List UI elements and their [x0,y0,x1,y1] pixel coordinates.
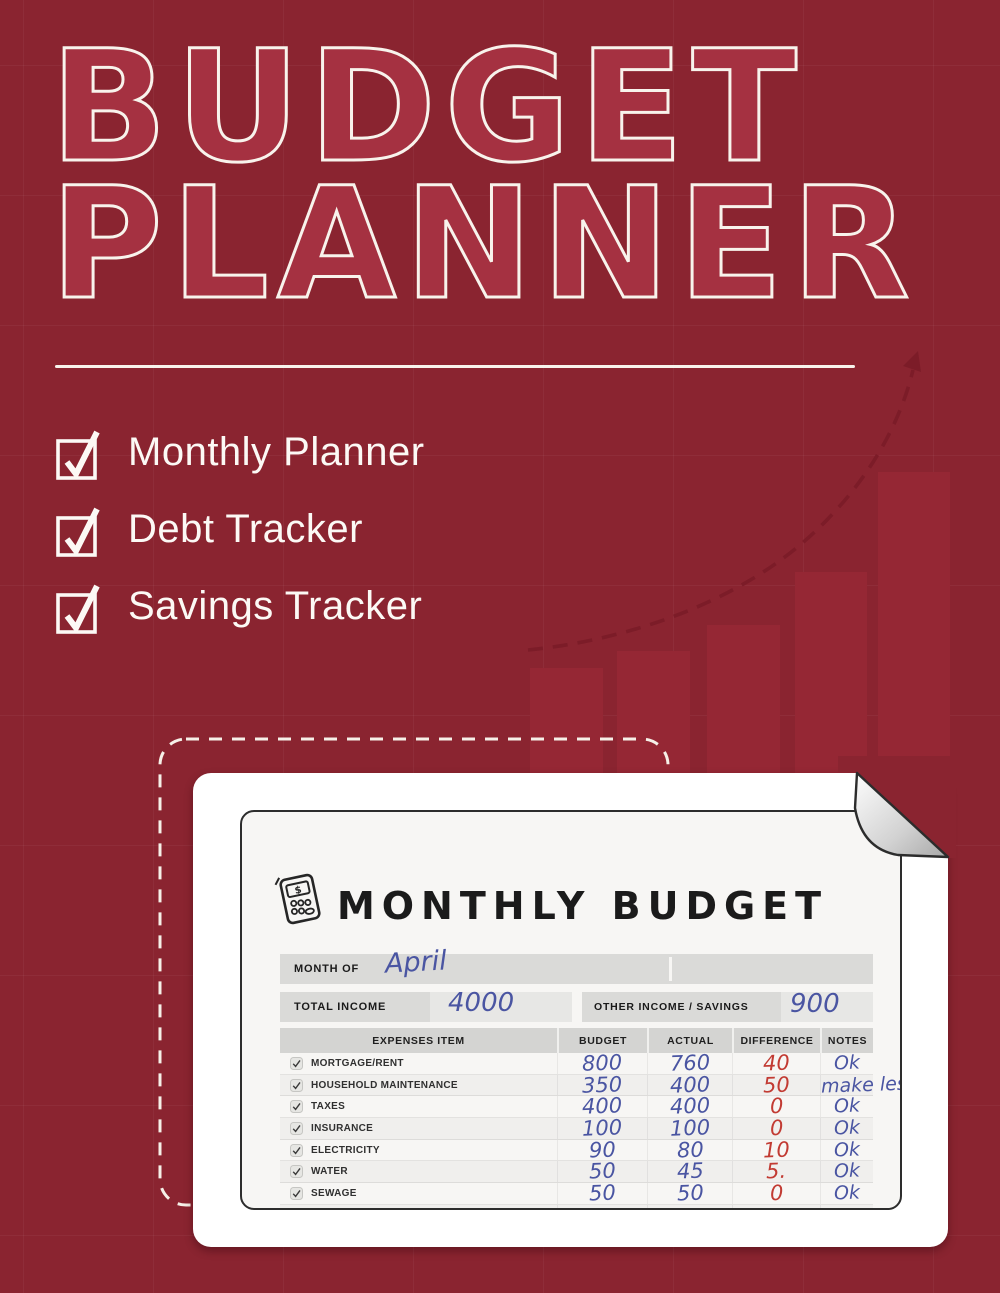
checklist-item-label: Debt Tracker [128,506,363,551]
budget-value: 50 [588,1158,617,1184]
cover-title-line2: PLANNER [49,155,918,334]
table-row: WATER 50 45 5. Ok [280,1158,873,1184]
expenses-table-header: EXPENSES ITEM BUDGET ACTUAL DIFFERENCE N… [280,1028,873,1053]
checklist-item-label: Monthly Planner [128,429,425,474]
expense-item-label: SEWAGE [311,1187,357,1199]
difference-value: 10 [762,1137,791,1163]
month-bar-divider [669,957,672,981]
difference-value: 5. [766,1159,787,1184]
column-header: ACTUAL [647,1028,732,1053]
divider-line [55,365,855,368]
expenses-table: MORTGAGE/RENT 800 760 40 Ok HOUSEHOLD MA… [280,1050,900,1210]
notes-value: Ok [833,1159,861,1183]
notes-value: Ok [833,1116,861,1140]
budget-value: 50 [588,1180,617,1206]
notes-value: Ok [833,1181,861,1205]
monthly-budget-page: $ MONTHLY BUDGET MONTH OF April TOTAL IN… [240,810,902,1210]
notes-value: make less [820,1072,902,1098]
growth-arrow-icon [527,351,921,652]
row-check-icon [290,1078,303,1092]
other-income-field: OTHER INCOME / SAVINGS 900 [582,989,873,1022]
column-header: NOTES [820,1028,873,1053]
budget-value: 90 [588,1137,617,1163]
row-check-icon [290,1209,303,1210]
actual-value: 400 [669,1093,711,1120]
budget-value: 400 [582,1093,623,1120]
budget-value: 100 [582,1115,623,1141]
row-check-icon [290,1186,303,1200]
month-label: MONTH OF [294,963,360,975]
actual-value: 100 [669,1115,711,1141]
checkbox-checked-icon [56,507,100,557]
actual-value: 760 [669,1050,711,1076]
total-income-value: 4000 [448,988,515,1018]
difference-value: 0 [769,1094,784,1119]
notes-value: Ok [833,1094,861,1118]
expense-item-label: TAXES [311,1101,346,1113]
checklist-item: Savings Tracker [55,579,425,635]
row-check-icon [290,1165,303,1179]
row-check-icon [290,1143,303,1157]
actual-value: 80 [676,1137,704,1163]
notes-value: Ok [833,1051,861,1075]
difference-value: 0 [769,1180,784,1206]
checklist-item-label: Savings Tracker [128,583,423,628]
other-income-label: OTHER INCOME / SAVINGS [594,1001,749,1013]
expense-item-label: ELECTRICITY [311,1144,380,1156]
write-area [781,992,873,1022]
checkbox-checked-icon [56,430,100,480]
table-row: INSURANCE 100 100 0 Ok [280,1115,873,1141]
notes-value: Ok [833,1138,861,1162]
total-income-field: TOTAL INCOME 4000 [280,988,572,1022]
row-check-icon [290,1121,303,1135]
table-row: TAXES 400 400 0 Ok [280,1093,873,1120]
row-check-icon [290,1056,303,1070]
difference-value: 50 [762,1072,791,1098]
total-income-label: TOTAL INCOME [294,1001,387,1013]
expense-item-label: MORTGAGE/RENT [311,1057,404,1069]
calculator-icon: $ [274,873,321,925]
checkbox-checked-icon [56,584,100,634]
row-check-icon [290,1100,303,1114]
checklist-item: Debt Tracker [55,502,425,558]
column-header: BUDGET [557,1028,647,1053]
difference-value: 40 [762,1050,791,1076]
column-header: EXPENSES ITEM [372,1034,465,1047]
worksheet-title: MONTHLY BUDGET [336,884,829,928]
cover-title-line1: BUDGET [49,18,805,197]
table-row: SEWAGE 50 50 0 Ok [280,1180,873,1206]
checklist-item: Monthly Planner [55,425,425,481]
budget-value: 800 [582,1050,623,1076]
expense-item-label: WATER [311,1166,348,1178]
column-header: DIFFERENCE [732,1028,820,1053]
month-value: April [384,945,448,980]
actual-value: 50 [676,1180,704,1206]
other-income-value: 900 [790,989,840,1019]
table-row: GAS [280,1204,873,1210]
decoration-bars [530,472,950,810]
cover-title: BUDGET PLANNER [49,18,918,334]
difference-value: 0 [769,1115,784,1141]
actual-value: 45 [676,1158,704,1184]
expense-item-label: HOUSEHOLD MAINTENANCE [311,1079,458,1091]
expense-item-label: INSURANCE [311,1122,374,1134]
table-row: HOUSEHOLD MAINTENANCE 350 400 50 make le… [280,1072,900,1098]
feature-checklist: Monthly Planner Debt Tracker Savings Tra… [55,425,425,635]
month-field: MONTH OF April [280,945,873,984]
table-row: MORTGAGE/RENT 800 760 40 Ok [280,1050,873,1076]
